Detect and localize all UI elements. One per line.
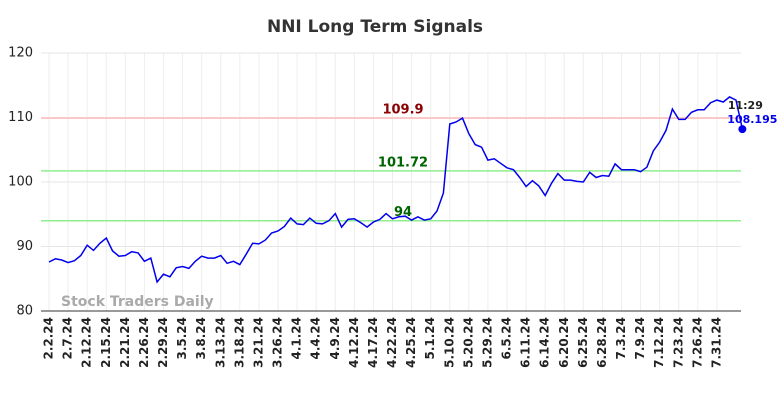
x-tick-label: 4.9.24 bbox=[328, 317, 342, 360]
x-tick-label: 3.5.24 bbox=[175, 317, 189, 360]
x-tick-label: 7.23.24 bbox=[671, 317, 685, 368]
x-tick-label: 2.2.24 bbox=[42, 317, 56, 360]
last-time: 11:29 bbox=[728, 99, 763, 112]
x-tick-label: 3.21.24 bbox=[251, 317, 265, 368]
watermark: Stock Traders Daily bbox=[61, 294, 214, 310]
x-tick-label: 6.25.24 bbox=[576, 317, 590, 368]
x-tick-label: 7.3.24 bbox=[614, 317, 628, 360]
x-tick-label: 4.17.24 bbox=[366, 317, 380, 368]
y-tick-label: 100 bbox=[8, 175, 33, 190]
x-tick-label: 2.15.24 bbox=[99, 317, 113, 368]
x-tick-label: 6.14.24 bbox=[538, 317, 552, 368]
x-tick-label: 6.28.24 bbox=[595, 317, 609, 368]
x-tick-label: 6.20.24 bbox=[557, 317, 571, 368]
last-point bbox=[738, 125, 747, 134]
x-tick-label: 7.26.24 bbox=[690, 317, 704, 368]
y-tick-label: 80 bbox=[16, 304, 33, 319]
x-tick-label: 2.7.24 bbox=[61, 317, 75, 360]
x-tick-label: 2.26.24 bbox=[137, 317, 151, 368]
x-tick-label: 3.13.24 bbox=[213, 317, 227, 368]
x-tick-label: 2.12.24 bbox=[80, 317, 94, 368]
x-tick-label: 5.29.24 bbox=[480, 317, 494, 368]
x-tick-label: 3.26.24 bbox=[271, 317, 285, 368]
x-tick-label: 4.22.24 bbox=[385, 317, 399, 368]
x-tick-label: 2.21.24 bbox=[118, 317, 132, 368]
y-tick-label: 90 bbox=[16, 239, 33, 254]
y-tick-label: 110 bbox=[8, 110, 33, 125]
x-tick-label: 7.9.24 bbox=[633, 317, 647, 360]
x-tick-label: 3.18.24 bbox=[232, 317, 246, 368]
x-tick-label: 7.31.24 bbox=[709, 317, 723, 368]
x-tick-label: 4.12.24 bbox=[347, 317, 361, 368]
x-tick-label: 3.8.24 bbox=[194, 317, 208, 360]
y-tick-label: 120 bbox=[8, 46, 33, 61]
x-tick-label: 6.11.24 bbox=[519, 317, 533, 368]
signal-label: 109.9 bbox=[382, 103, 423, 118]
x-tick-label: 5.1.24 bbox=[423, 317, 437, 360]
x-tick-label: 6.5.24 bbox=[500, 317, 514, 360]
x-tick-label: 4.1.24 bbox=[290, 317, 304, 360]
x-tick-label: 2.29.24 bbox=[156, 317, 170, 368]
last-value: 108.195 bbox=[727, 113, 777, 126]
x-tick-label: 4.4.24 bbox=[309, 317, 323, 360]
signal-label: 101.72 bbox=[378, 155, 428, 170]
x-tick-label: 7.12.24 bbox=[652, 317, 666, 368]
price-line bbox=[48, 96, 744, 284]
x-tick-label: 5.20.24 bbox=[461, 317, 475, 368]
x-tick-label: 4.25.24 bbox=[404, 317, 418, 368]
x-tick-label: 5.10.24 bbox=[442, 317, 456, 368]
chart-title: NNI Long Term Signals bbox=[267, 17, 483, 37]
